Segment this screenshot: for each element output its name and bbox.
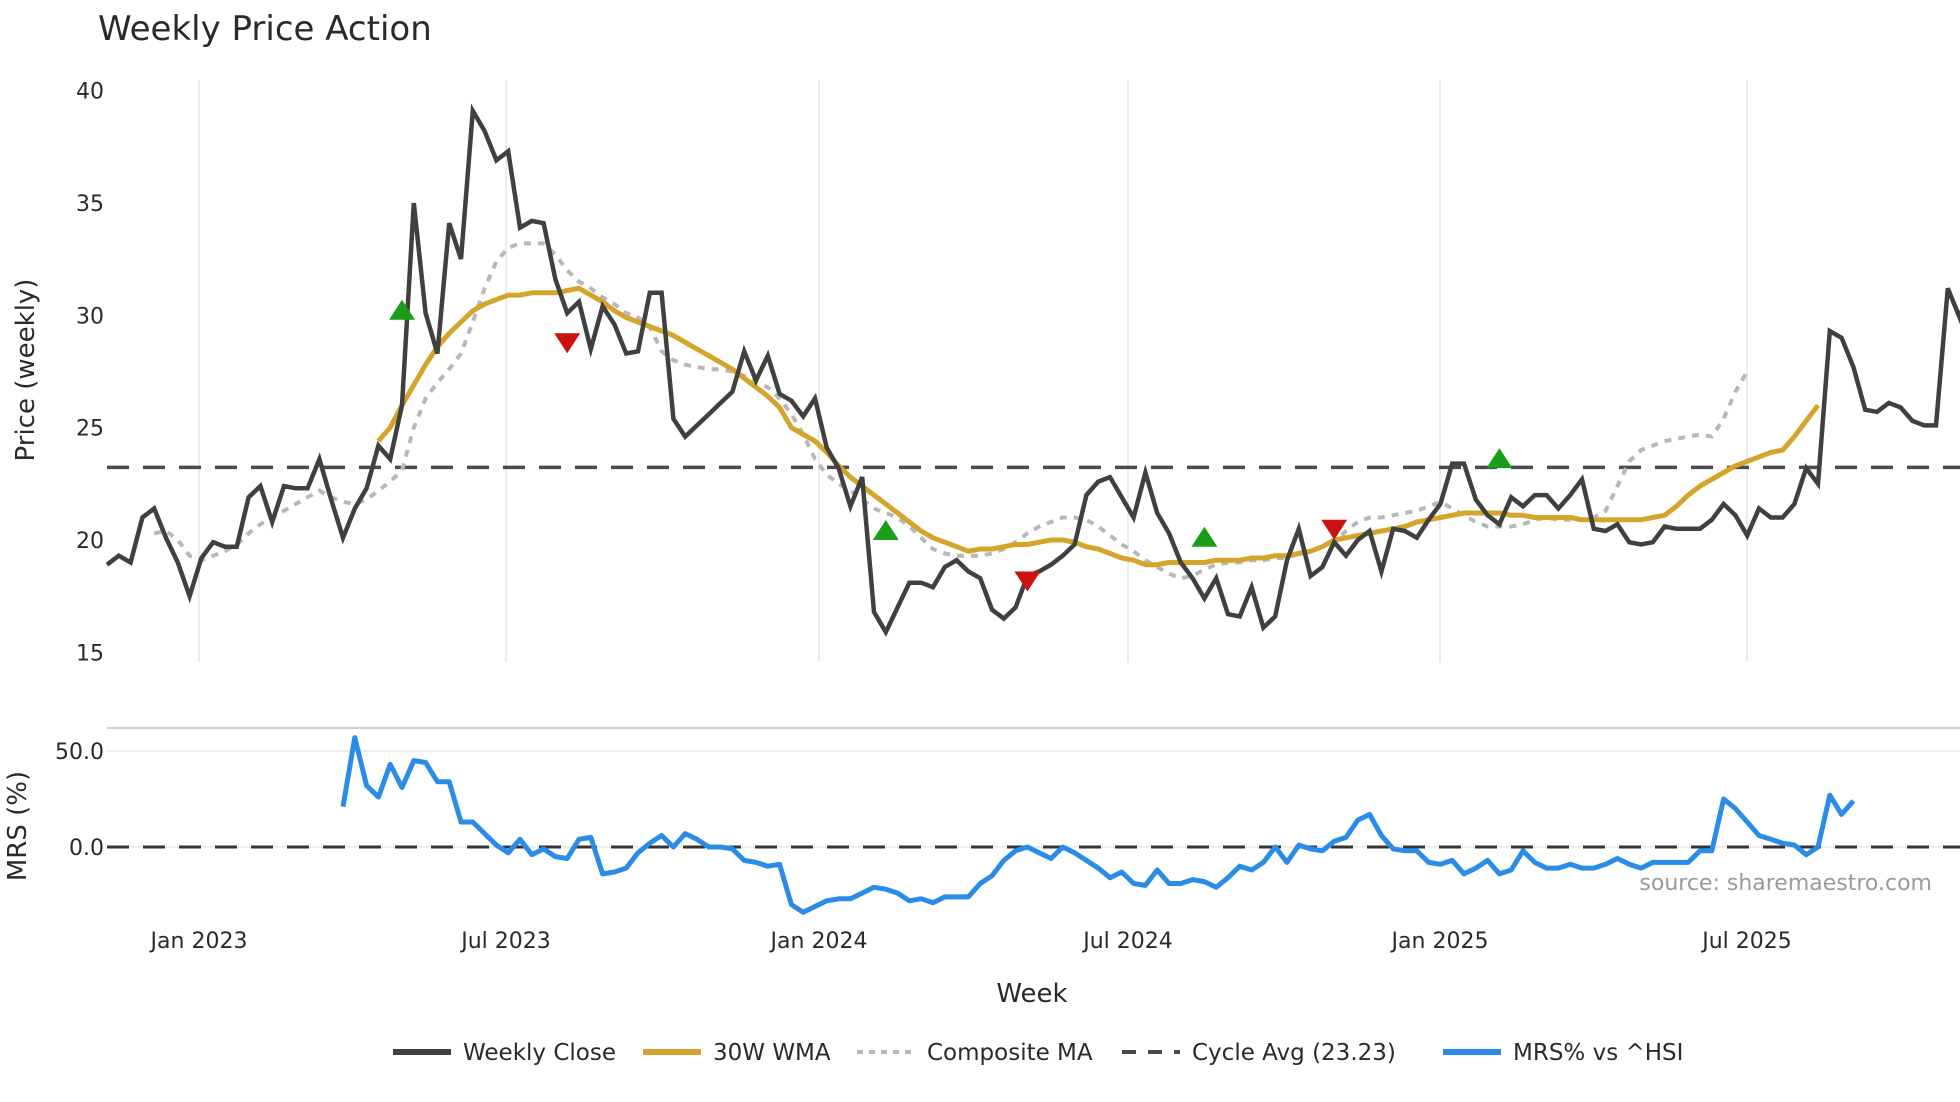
x-tick-label: Jul 2024 [1081, 929, 1173, 954]
weekly-close-line [105, 103, 1960, 637]
legend-item: Cycle Avg (23.23) [1122, 1040, 1396, 1066]
legend-label: 30W WMA [713, 1040, 831, 1066]
legend-label: MRS% vs ^HSI [1513, 1040, 1683, 1066]
sell-signal-triangle-icon [1014, 571, 1041, 592]
buy-signal-triangle-icon [1486, 448, 1513, 469]
signal-markers [389, 299, 1513, 592]
buy-signal-triangle-icon [1191, 526, 1218, 547]
x-tick-label: Jan 2023 [149, 929, 248, 954]
y-tick-label: 35 [76, 192, 104, 217]
mrs-y-axis-label: MRS (%) [3, 771, 33, 881]
wma-30w-line [376, 285, 1820, 568]
source-annotation: source: sharemaestro.com [1639, 871, 1932, 896]
x-tick-label: Jan 2025 [1390, 929, 1489, 954]
legend-item: Composite MA [857, 1040, 1093, 1066]
x-tick-label: Jan 2024 [769, 929, 868, 954]
chart-title: Weekly Price Action [98, 9, 432, 49]
x-axis-label: Week [996, 979, 1067, 1009]
y-tick-label: 40 [76, 80, 104, 105]
x-tick-label: Jul 2025 [1700, 929, 1792, 954]
x-tick-label: Jul 2023 [459, 929, 551, 954]
legend-item: MRS% vs ^HSI [1443, 1040, 1683, 1066]
legend-label: Composite MA [927, 1040, 1093, 1066]
price-y-axis-label: Price (weekly) [11, 279, 41, 462]
mrs-line [340, 735, 1856, 915]
y-tick-label: 25 [76, 417, 104, 442]
legend-label: Weekly Close [463, 1040, 616, 1066]
y-tick-label: 20 [76, 529, 104, 554]
legend-item: 30W WMA [643, 1040, 831, 1066]
sell-signal-triangle-icon [1321, 519, 1348, 540]
legend-label: Cycle Avg (23.23) [1192, 1040, 1396, 1066]
mrs-gridlines [107, 750, 1960, 848]
sell-signal-triangle-icon [554, 333, 581, 354]
legend: Weekly Close 30W WMA Composite MA Cycle Avg… [393, 1040, 1683, 1066]
x-axis-ticks: Jan 2023 Jul 2023 Jan 2024 Jul 2024 Jan 2025… [149, 929, 1792, 954]
buy-signal-triangle-icon [872, 520, 899, 541]
mrs-y-axis-ticks: 0.0 50.0 [55, 740, 104, 861]
price-y-axis-ticks: 15 20 25 30 35 40 [76, 80, 104, 667]
legend-item: Weekly Close [393, 1040, 616, 1066]
y-tick-label: 30 [76, 304, 104, 329]
y-tick-label: 50.0 [55, 740, 104, 765]
buy-signal-triangle-icon [389, 299, 415, 320]
composite-ma-line [153, 241, 1749, 581]
y-tick-label: 15 [76, 641, 104, 666]
y-tick-label: 0.0 [69, 836, 104, 861]
